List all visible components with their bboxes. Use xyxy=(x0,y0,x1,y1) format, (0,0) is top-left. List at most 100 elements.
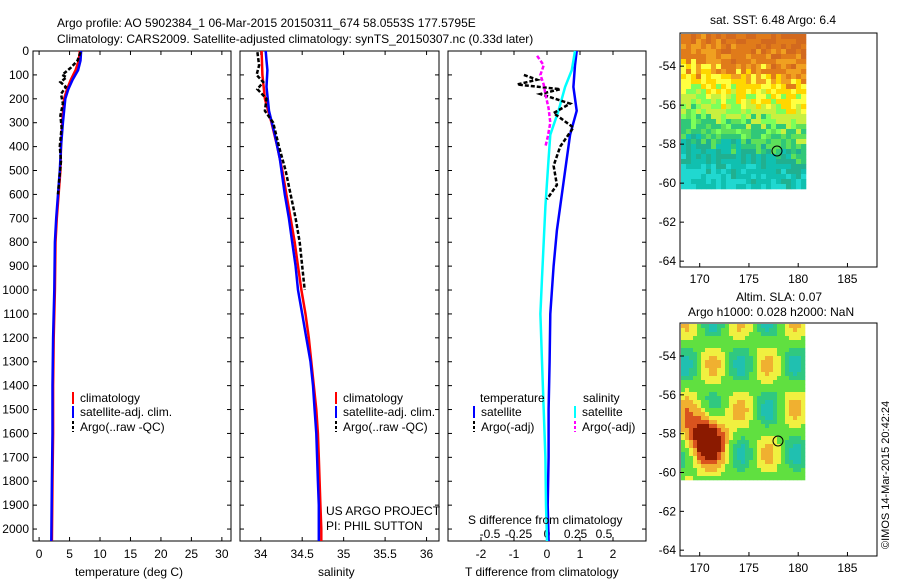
field-cell xyxy=(736,179,742,185)
field-cell xyxy=(726,169,732,175)
field-cell xyxy=(751,139,757,145)
field-cell xyxy=(793,336,798,341)
field-cell xyxy=(717,364,722,369)
field-cell xyxy=(769,468,774,473)
field-cell xyxy=(731,114,737,120)
field-cell xyxy=(791,179,797,185)
field-cell xyxy=(721,464,726,469)
sst-map: sat. SST: 6.48 Argo: 6.4 170 175 180 185-54… xyxy=(659,13,878,286)
field-cell xyxy=(781,432,786,437)
field-cell xyxy=(716,144,722,150)
y-tick-label: 1000 xyxy=(2,283,29,297)
field-cell xyxy=(756,94,762,100)
field-cell xyxy=(696,159,702,165)
field-cell xyxy=(733,332,738,337)
field-cell xyxy=(721,114,727,120)
field-cell xyxy=(789,460,794,465)
field-cell xyxy=(791,129,797,135)
field-cell xyxy=(725,324,730,329)
field-cell xyxy=(709,360,714,365)
field-cell xyxy=(736,164,742,170)
field-cell xyxy=(749,476,754,481)
field-cell xyxy=(771,104,777,110)
field-cell xyxy=(749,328,754,333)
field-cell xyxy=(717,424,722,429)
field-cell xyxy=(801,144,807,150)
field-cell xyxy=(796,139,802,145)
field-cell xyxy=(731,59,737,65)
field-cell xyxy=(697,436,702,441)
field-cell xyxy=(733,428,738,433)
field-cell xyxy=(745,340,750,345)
field-cell xyxy=(733,344,738,349)
field-cell xyxy=(729,476,734,481)
field-cell xyxy=(773,344,778,349)
field-cell xyxy=(736,89,742,95)
field-cell xyxy=(781,464,786,469)
field-cell xyxy=(781,368,786,373)
field-cell xyxy=(751,149,757,155)
field-cell xyxy=(685,460,690,465)
field-cell xyxy=(796,184,802,190)
field-cell xyxy=(705,392,710,397)
field-cell xyxy=(757,464,762,469)
lon-tick-label: 185 xyxy=(837,561,857,575)
lon-tick-label: 185 xyxy=(837,272,857,286)
field-cell xyxy=(761,328,766,333)
field-cell xyxy=(711,99,717,105)
field-cell xyxy=(689,324,694,329)
field-cell xyxy=(731,154,737,160)
field-cell xyxy=(741,332,746,337)
field-cell xyxy=(786,84,792,90)
field-cell xyxy=(789,468,794,473)
field-cell xyxy=(701,452,706,457)
field-cell xyxy=(789,328,794,333)
field-cell xyxy=(761,468,766,473)
field-cell xyxy=(701,104,707,110)
field-cell xyxy=(769,396,774,401)
field-cell xyxy=(731,54,737,60)
field-cell xyxy=(773,400,778,405)
field-cell xyxy=(681,448,686,453)
field-cell xyxy=(701,164,707,170)
field-cell xyxy=(725,364,730,369)
field-cell xyxy=(746,44,752,50)
field-cell xyxy=(761,124,767,130)
field-cell xyxy=(761,134,767,140)
field-cell xyxy=(773,404,778,409)
field-cell xyxy=(769,376,774,381)
field-cell xyxy=(709,448,714,453)
field-cell xyxy=(753,380,758,385)
field-cell xyxy=(765,344,770,349)
field-cell xyxy=(697,384,702,389)
field-cell xyxy=(709,372,714,377)
field-cell xyxy=(796,109,802,115)
field-cell xyxy=(729,328,734,333)
field-cell xyxy=(736,114,742,120)
field-cell xyxy=(756,134,762,140)
field-cell xyxy=(686,159,692,165)
field-cell xyxy=(709,412,714,417)
field-cell xyxy=(801,384,806,389)
field-cell xyxy=(696,104,702,110)
field-cell xyxy=(761,460,766,465)
field-cell xyxy=(716,124,722,130)
field-cell xyxy=(791,184,797,190)
field-cell xyxy=(745,360,750,365)
field-cell xyxy=(769,428,774,433)
field-cell xyxy=(741,472,746,477)
series-line-argo-adj- xyxy=(536,55,552,147)
sla-map-axes: 170 175 180 185-54-56-58-60-62-64 xyxy=(659,349,858,575)
field-cell xyxy=(801,452,806,457)
field-cell xyxy=(725,336,730,341)
field-cell xyxy=(801,154,807,160)
field-cell xyxy=(757,436,762,441)
y-tick-label: 1400 xyxy=(2,379,29,393)
field-cell xyxy=(766,64,772,70)
field-cell xyxy=(733,412,738,417)
field-cell xyxy=(791,164,797,170)
field-cell xyxy=(709,460,714,465)
field-cell xyxy=(706,124,712,130)
field-cell xyxy=(706,159,712,165)
field-cell xyxy=(756,74,762,80)
